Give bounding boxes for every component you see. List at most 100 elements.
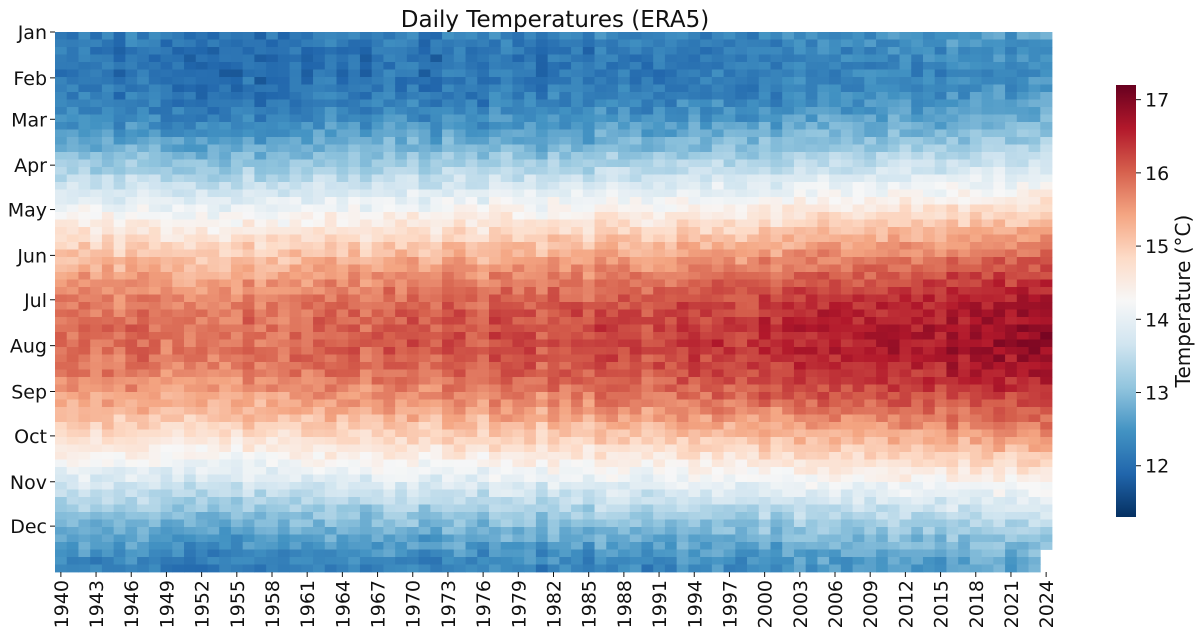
heatmap-cell bbox=[571, 242, 584, 250]
heatmap-cell bbox=[829, 242, 842, 250]
heatmap-cell bbox=[113, 32, 126, 40]
heatmap-cell bbox=[101, 137, 115, 145]
heatmap-cell bbox=[172, 189, 185, 198]
heatmap-cell bbox=[266, 332, 279, 340]
heatmap-cell bbox=[78, 227, 91, 235]
heatmap-cell bbox=[723, 564, 736, 573]
heatmap-cell bbox=[653, 377, 666, 385]
heatmap-cell bbox=[512, 47, 525, 55]
heatmap-cell bbox=[735, 377, 748, 385]
heatmap-cell bbox=[359, 354, 373, 363]
heatmap-cell bbox=[840, 234, 853, 243]
heatmap-cell bbox=[254, 272, 267, 280]
heatmap-cell bbox=[852, 399, 865, 408]
heatmap-cell bbox=[219, 519, 232, 528]
heatmap-cell bbox=[219, 189, 232, 198]
heatmap-cell bbox=[465, 84, 478, 93]
heatmap-cell bbox=[266, 557, 279, 565]
heatmap-cell bbox=[442, 62, 455, 70]
heatmap-cell bbox=[524, 279, 537, 288]
heatmap-cell bbox=[524, 137, 537, 145]
heatmap-cell bbox=[653, 309, 666, 318]
heatmap-cell bbox=[641, 62, 654, 70]
heatmap-cell bbox=[90, 242, 103, 250]
heatmap-cell bbox=[406, 84, 420, 93]
heatmap-cell bbox=[770, 414, 783, 423]
heatmap-cell bbox=[641, 392, 654, 400]
heatmap-cell bbox=[230, 122, 244, 130]
heatmap-cell bbox=[137, 182, 150, 190]
heatmap-cell bbox=[629, 279, 642, 288]
heatmap-cell bbox=[172, 302, 185, 310]
heatmap-cell bbox=[266, 309, 279, 318]
heatmap-cell bbox=[676, 354, 689, 363]
heatmap-cell bbox=[559, 504, 572, 513]
heatmap-cell bbox=[430, 99, 443, 108]
heatmap-cell bbox=[101, 219, 115, 228]
heatmap-cell bbox=[664, 467, 678, 475]
heatmap-cell bbox=[55, 519, 68, 528]
heatmap-cell bbox=[160, 182, 173, 190]
heatmap-cell bbox=[524, 534, 537, 543]
heatmap-cell bbox=[101, 354, 115, 363]
heatmap-cell bbox=[477, 437, 490, 445]
heatmap-cell bbox=[348, 444, 361, 453]
heatmap-cell bbox=[336, 167, 349, 175]
heatmap-cell bbox=[723, 504, 736, 513]
heatmap-cell bbox=[336, 564, 349, 573]
heatmap-cell bbox=[55, 542, 68, 550]
heatmap-cell bbox=[371, 467, 384, 475]
heatmap-cell bbox=[524, 287, 537, 295]
heatmap-cell bbox=[747, 77, 760, 85]
heatmap-cell bbox=[840, 437, 853, 445]
heatmap-cell bbox=[664, 159, 678, 168]
heatmap-cell bbox=[793, 77, 807, 85]
heatmap-cell bbox=[418, 114, 431, 123]
heatmap-cell bbox=[430, 362, 443, 370]
heatmap-cell bbox=[618, 564, 631, 573]
heatmap-cell bbox=[782, 144, 795, 153]
heatmap-cell bbox=[148, 324, 161, 333]
heatmap-cell bbox=[664, 542, 678, 550]
heatmap-cell bbox=[793, 47, 807, 55]
heatmap-cell bbox=[664, 144, 678, 153]
heatmap-cell bbox=[453, 429, 466, 438]
heatmap-cell bbox=[336, 62, 349, 70]
heatmap-cell bbox=[160, 309, 173, 318]
heatmap-cell bbox=[418, 549, 431, 558]
heatmap-cell bbox=[688, 474, 701, 483]
heatmap-cell bbox=[219, 54, 232, 63]
heatmap-cell bbox=[430, 392, 443, 400]
heatmap-cell bbox=[758, 497, 771, 505]
heatmap-cell bbox=[242, 272, 255, 280]
heatmap-cell bbox=[805, 482, 818, 490]
heatmap-cell bbox=[723, 407, 736, 415]
heatmap-cell bbox=[840, 407, 853, 415]
heatmap-cell bbox=[500, 249, 513, 258]
heatmap-cell bbox=[277, 369, 290, 378]
heatmap-cell bbox=[371, 399, 384, 408]
heatmap-cell bbox=[547, 182, 560, 190]
heatmap-cell bbox=[735, 99, 748, 108]
heatmap-cell bbox=[359, 519, 373, 528]
heatmap-cell bbox=[524, 227, 537, 235]
heatmap-cell bbox=[500, 407, 513, 415]
heatmap-cell bbox=[184, 332, 197, 340]
heatmap-cell bbox=[442, 69, 455, 78]
heatmap-cell bbox=[758, 47, 771, 55]
heatmap-cell bbox=[289, 429, 302, 438]
heatmap-cell bbox=[266, 107, 279, 115]
heatmap-cell bbox=[301, 137, 314, 145]
heatmap-cell bbox=[371, 39, 384, 48]
heatmap-cell bbox=[723, 219, 736, 228]
heatmap-cell bbox=[78, 144, 91, 153]
heatmap-cell bbox=[770, 377, 783, 385]
heatmap-cell bbox=[324, 114, 337, 123]
heatmap-cell bbox=[829, 264, 842, 273]
heatmap-cell bbox=[148, 429, 161, 438]
heatmap-cell bbox=[735, 542, 748, 550]
heatmap-cell bbox=[160, 167, 173, 175]
heatmap-cell bbox=[348, 564, 361, 573]
heatmap-cell bbox=[66, 159, 79, 168]
heatmap-cell bbox=[711, 249, 724, 258]
